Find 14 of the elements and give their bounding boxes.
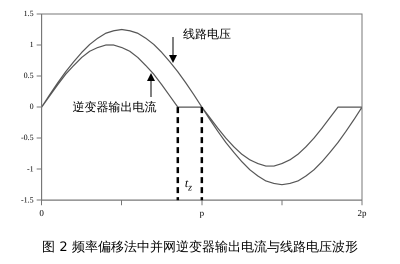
y-tick-label: -1 [26, 164, 34, 174]
y-tick-label: -0.5 [20, 133, 34, 142]
y-tick-label: 0 [30, 102, 34, 112]
caption: 图 2 频率偏移法中并网逆变器输出电流与线路电压波形 [41, 239, 359, 256]
annotation: t$_{z}$ [184, 176, 192, 194]
x-tick-label: p [200, 208, 205, 218]
y-tick-label: -1.5 [20, 195, 34, 204]
annotation: 线路电压 [183, 26, 231, 42]
y-tick-label: 1 [30, 40, 34, 50]
annotation: 逆变器输出电流 [72, 99, 157, 116]
y-tick-label: 1.5 [24, 9, 34, 18]
x-tick-label: 0 [39, 208, 44, 218]
x-tick-label: 2p [358, 208, 367, 218]
y-tick-label: 0.5 [24, 71, 34, 80]
